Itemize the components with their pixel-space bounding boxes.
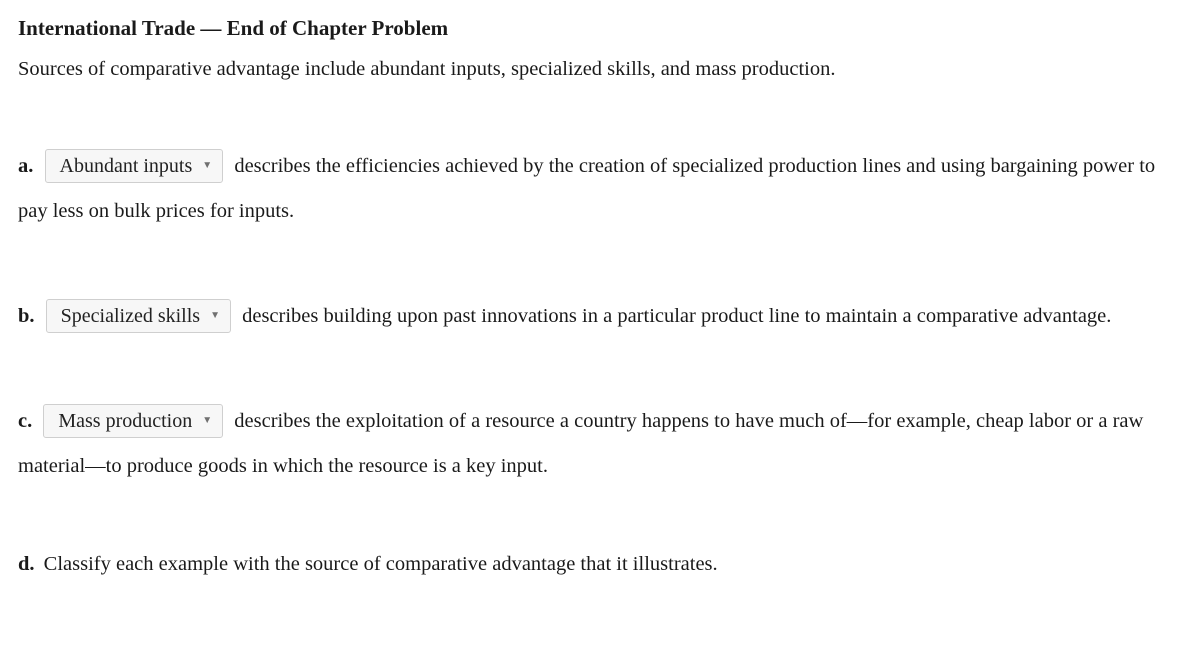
question-a: a. Abundant inputs ▼ describes the effic… [18, 144, 1182, 234]
dropdown-b[interactable]: Specialized skills ▼ [46, 299, 231, 333]
intro-text: Sources of comparative advantage include… [18, 55, 1182, 84]
dropdown-a[interactable]: Abundant inputs ▼ [45, 149, 224, 183]
question-d-label: d. [18, 553, 35, 575]
question-b-text: describes building upon past innovations… [237, 305, 1111, 327]
question-b: b. Specialized skills ▼ describes buildi… [18, 294, 1182, 339]
chevron-down-icon: ▼ [202, 415, 212, 427]
chevron-down-icon: ▼ [202, 160, 212, 172]
question-d-text: Classify each example with the source of… [39, 553, 718, 575]
question-c: c. Mass production ▼ describes the explo… [18, 399, 1182, 489]
question-c-label: c. [18, 410, 32, 432]
question-b-label: b. [18, 305, 35, 327]
question-a-label: a. [18, 155, 33, 177]
question-d: d. Classify each example with the source… [18, 550, 1182, 579]
dropdown-c[interactable]: Mass production ▼ [43, 404, 223, 438]
dropdown-b-value: Specialized skills [61, 304, 200, 328]
dropdown-a-value: Abundant inputs [60, 154, 193, 178]
dropdown-c-value: Mass production [58, 409, 192, 433]
page-title: International Trade — End of Chapter Pro… [18, 14, 1182, 43]
chevron-down-icon: ▼ [210, 310, 220, 322]
